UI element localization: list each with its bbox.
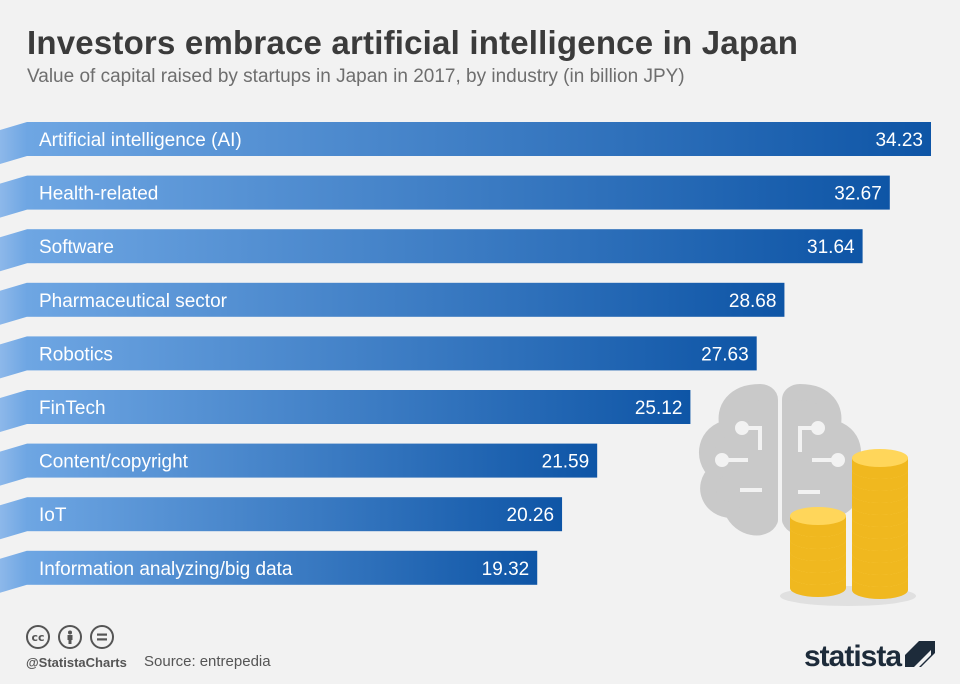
by-icon (58, 625, 82, 649)
cc-icon: cc (26, 625, 50, 649)
bar-tab (0, 336, 27, 379)
value-label: 32.67 (834, 184, 882, 205)
bar-tab (0, 497, 27, 540)
bar-tab (0, 175, 27, 218)
chart-subtitle: Value of capital raised by startups in J… (27, 66, 685, 87)
bar[interactable] (27, 336, 757, 371)
source-credit: Source: entrepedia (144, 653, 271, 670)
bar-tab (0, 550, 27, 593)
chart-title: Investors embrace artificial intelligenc… (27, 24, 799, 61)
statista-logo[interactable]: statista (804, 640, 902, 673)
value-label: 27.63 (701, 344, 749, 365)
twitter-handle[interactable]: @StatistaCharts (26, 655, 127, 670)
value-label: 34.23 (875, 130, 923, 151)
bar[interactable] (27, 390, 691, 424)
category-label: Pharmaceutical sector (39, 291, 228, 312)
coins-icon (790, 449, 908, 599)
circuit-lines (715, 421, 845, 494)
statista-logo-mark (905, 641, 935, 667)
license-icons: cc (26, 625, 114, 649)
bar[interactable] (27, 229, 863, 264)
bar[interactable] (27, 497, 563, 532)
category-label: Content/copyright (39, 452, 189, 473)
bar[interactable] (27, 443, 598, 478)
bar-tab (0, 229, 27, 272)
category-label: IoT (39, 505, 67, 526)
category-label: FinTech (39, 398, 106, 419)
bar[interactable] (27, 122, 931, 156)
bar-tab (0, 282, 27, 325)
bar-tab (0, 122, 27, 164)
value-label: 31.64 (807, 237, 855, 258)
category-label: Health-related (39, 184, 158, 205)
value-label: 25.12 (635, 398, 683, 419)
bar-tab (0, 390, 27, 432)
coin-face (852, 449, 908, 467)
category-label: Robotics (39, 344, 113, 365)
value-label: 28.68 (729, 291, 777, 312)
bar[interactable] (27, 175, 890, 210)
value-label: 20.26 (507, 505, 555, 526)
value-label: 21.59 (542, 452, 590, 473)
bar-tab (0, 443, 27, 486)
source-value[interactable]: entrepedia (199, 653, 271, 670)
category-label: Software (39, 237, 114, 258)
category-label: Artificial intelligence (AI) (39, 130, 242, 151)
nd-icon (90, 625, 114, 649)
source-label: Source: (144, 653, 196, 670)
category-label: Information analyzing/big data (39, 559, 293, 580)
coin-face (790, 507, 846, 525)
value-label: 19.32 (482, 559, 530, 580)
bar[interactable] (27, 282, 785, 317)
bar[interactable] (27, 550, 538, 585)
